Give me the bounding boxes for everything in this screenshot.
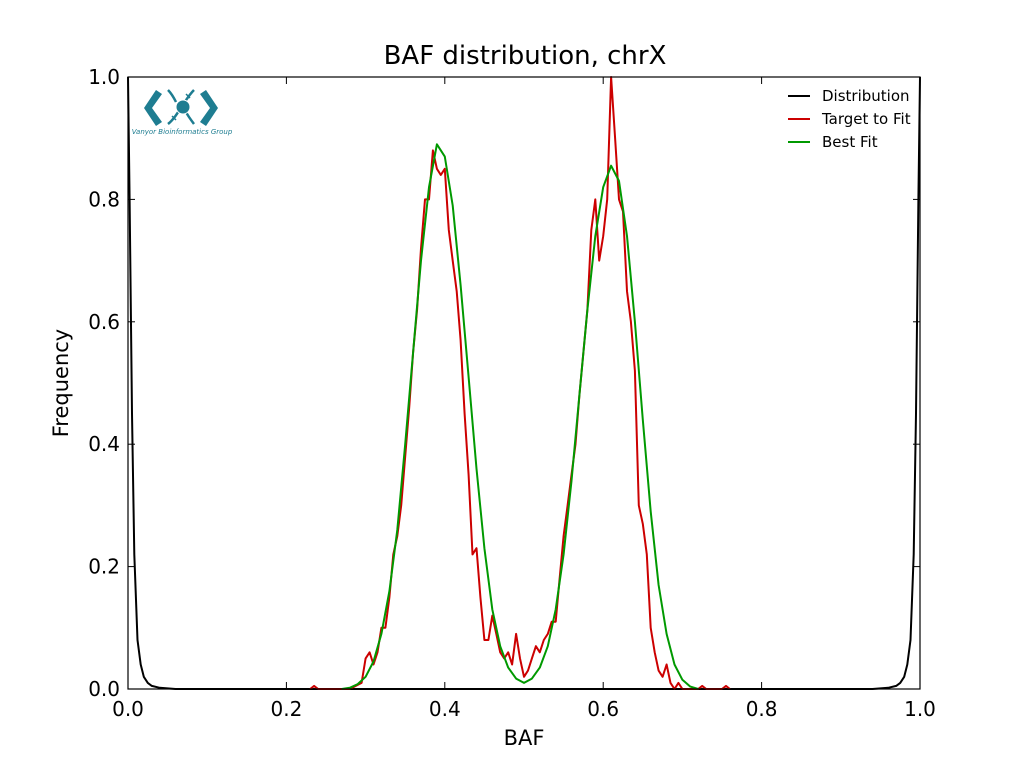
- x-tick-label: 0.2: [270, 697, 302, 721]
- logo-text: Vanyor Bioinformatics Group: [132, 128, 233, 136]
- series-line-target-to-fit: [309, 76, 731, 690]
- globe-icon: [175, 99, 191, 115]
- y-tick-label: 0.2: [88, 555, 120, 579]
- x-tick-label: 0.4: [429, 697, 461, 721]
- x-tick-label: 0.6: [587, 697, 619, 721]
- legend: Distribution Target to Fit Best Fit: [788, 87, 911, 151]
- x-tick-label: 1.0: [904, 697, 936, 721]
- left-chevron-icon: [144, 90, 162, 126]
- y-tick-label: 0.4: [88, 432, 120, 456]
- series-line-best-fit: [341, 143, 699, 690]
- plot-frame: [127, 76, 921, 690]
- legend-label: Target to Fit: [821, 110, 911, 128]
- y-axis-title: Frequency: [49, 329, 73, 438]
- series-layer: [127, 76, 921, 690]
- series-line-distribution: [127, 76, 921, 690]
- x-tick-label: 0.8: [746, 697, 778, 721]
- y-tick-label: 0.8: [88, 187, 120, 211]
- y-tick-label: 1.0: [88, 65, 120, 89]
- legend-label: Distribution: [822, 87, 910, 105]
- x-axis-title: BAF: [504, 726, 545, 750]
- ticks-layer: 0.0 0.2 0.4 0.6 0.8 1.0 0.0 0.2 0.4 0.6 0.8 1.0: [88, 65, 936, 721]
- chart-title: BAF distribution, chrX: [384, 41, 667, 71]
- group-logo: Vanyor Bioinformatics Group: [132, 89, 233, 136]
- y-tick-label: 0.6: [88, 310, 120, 334]
- x-tick-label: 0.0: [112, 697, 144, 721]
- y-tick-label: 0.0: [88, 677, 120, 701]
- right-chevron-icon: [200, 90, 218, 126]
- legend-label: Best Fit: [822, 133, 878, 151]
